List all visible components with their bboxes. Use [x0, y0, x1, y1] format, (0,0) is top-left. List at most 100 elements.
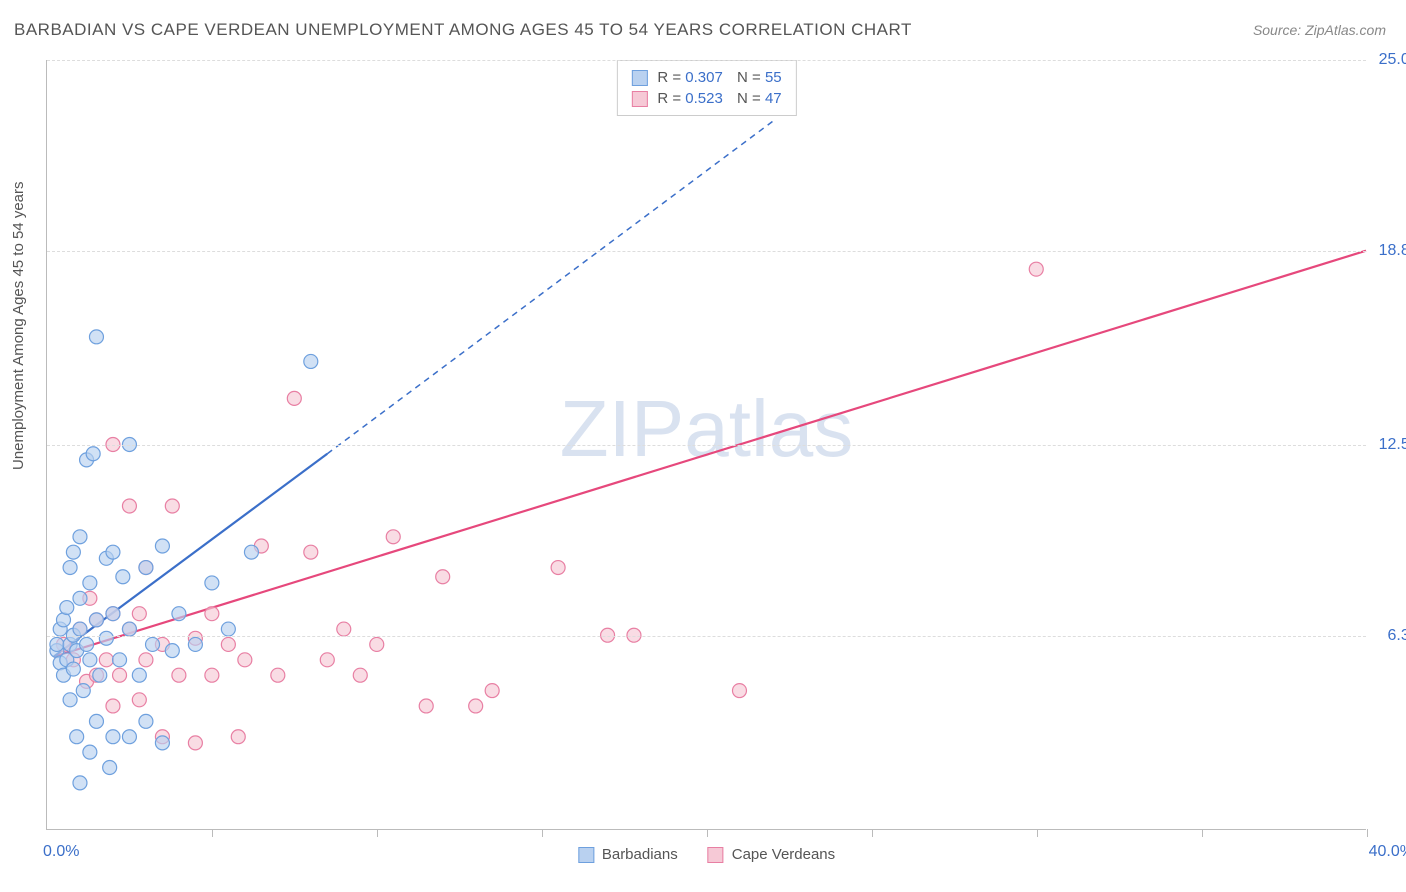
legend-item-capeverdeans: Cape Verdeans — [708, 846, 835, 863]
data-point — [320, 653, 334, 667]
correlation-legend: R = 0.307 N = 55 R = 0.523 N = 47 — [616, 60, 796, 116]
x-origin-label: 0.0% — [43, 843, 79, 861]
data-point — [238, 653, 252, 667]
data-point — [122, 499, 136, 513]
data-point — [83, 653, 97, 667]
data-point — [1029, 262, 1043, 276]
data-point — [132, 693, 146, 707]
r-value-1: 0.523 — [685, 90, 723, 107]
data-point — [106, 545, 120, 559]
data-point — [132, 668, 146, 682]
data-point — [221, 622, 235, 636]
x-tick — [212, 829, 213, 837]
data-point — [231, 730, 245, 744]
data-point — [146, 637, 160, 651]
data-point — [113, 653, 127, 667]
series-legend: Barbadians Cape Verdeans — [578, 846, 835, 863]
data-point — [86, 447, 100, 461]
data-point — [139, 653, 153, 667]
gridline — [47, 445, 1366, 446]
legend-label: Cape Verdeans — [732, 846, 835, 863]
data-point — [106, 607, 120, 621]
data-point — [732, 684, 746, 698]
data-point — [244, 545, 258, 559]
data-point — [205, 607, 219, 621]
x-tick — [542, 829, 543, 837]
data-point — [165, 644, 179, 658]
data-point — [132, 607, 146, 621]
y-tick-label: 6.3% — [1388, 627, 1406, 645]
data-point — [122, 730, 136, 744]
n-label: N = 55 — [733, 69, 782, 86]
correlation-row-1: R = 0.523 N = 47 — [617, 88, 795, 109]
data-point — [172, 607, 186, 621]
correlation-row-0: R = 0.307 N = 55 — [617, 67, 795, 88]
data-point — [99, 653, 113, 667]
data-point — [139, 561, 153, 575]
x-end-label: 40.0% — [1369, 843, 1406, 861]
data-point — [73, 591, 87, 605]
source-attribution: Source: ZipAtlas.com — [1253, 22, 1386, 38]
data-point — [73, 776, 87, 790]
y-tick-label: 12.5% — [1379, 436, 1406, 454]
data-point — [113, 668, 127, 682]
y-tick-label: 18.8% — [1379, 242, 1406, 260]
swatch-icon — [708, 847, 724, 863]
data-point — [155, 736, 169, 750]
gridline — [47, 251, 1366, 252]
legend-item-barbadians: Barbadians — [578, 846, 678, 863]
data-point — [271, 668, 285, 682]
data-point — [221, 637, 235, 651]
chart-container: BARBADIAN VS CAPE VERDEAN UNEMPLOYMENT A… — [0, 0, 1406, 892]
gridline — [47, 60, 1366, 61]
data-point — [106, 730, 120, 744]
data-point — [337, 622, 351, 636]
x-tick — [1037, 829, 1038, 837]
y-axis-label: Unemployment Among Ages 45 to 54 years — [10, 181, 27, 470]
data-point — [139, 714, 153, 728]
data-point — [122, 622, 136, 636]
data-point — [353, 668, 367, 682]
data-point — [419, 699, 433, 713]
data-point — [103, 760, 117, 774]
data-point — [99, 631, 113, 645]
data-point — [116, 570, 130, 584]
data-point — [89, 330, 103, 344]
x-tick — [707, 829, 708, 837]
chart-title: BARBADIAN VS CAPE VERDEAN UNEMPLOYMENT A… — [14, 20, 912, 40]
data-point — [83, 576, 97, 590]
data-point — [304, 354, 318, 368]
n-label: N = 47 — [733, 90, 782, 107]
data-point — [76, 684, 90, 698]
data-point — [172, 668, 186, 682]
data-point — [188, 736, 202, 750]
x-tick — [377, 829, 378, 837]
data-point — [66, 545, 80, 559]
data-point — [106, 699, 120, 713]
gridline — [47, 636, 1366, 637]
data-point — [469, 699, 483, 713]
data-point — [89, 714, 103, 728]
data-point — [93, 668, 107, 682]
data-point — [63, 561, 77, 575]
data-point — [386, 530, 400, 544]
data-point — [205, 668, 219, 682]
data-point — [165, 499, 179, 513]
y-tick-label: 25.0% — [1379, 51, 1406, 69]
data-point — [83, 745, 97, 759]
data-point — [188, 637, 202, 651]
swatch-capeverdeans — [631, 91, 647, 107]
plot-area: ZIPatlas R = 0.307 N = 55 R = 0.523 N = … — [46, 60, 1366, 830]
swatch-barbadians — [631, 70, 647, 86]
data-point — [89, 613, 103, 627]
r-label: R = 0.523 — [657, 90, 722, 107]
data-point — [66, 662, 80, 676]
data-point — [551, 561, 565, 575]
data-point — [436, 570, 450, 584]
swatch-icon — [578, 847, 594, 863]
data-point — [73, 622, 87, 636]
n-value-0: 55 — [765, 69, 782, 86]
legend-label: Barbadians — [602, 846, 678, 863]
data-point — [287, 391, 301, 405]
data-point — [70, 730, 84, 744]
